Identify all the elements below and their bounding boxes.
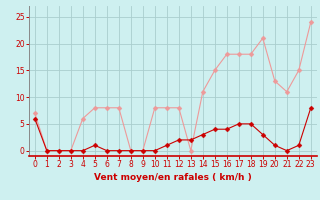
X-axis label: Vent moyen/en rafales ( km/h ): Vent moyen/en rafales ( km/h ) xyxy=(94,173,252,182)
